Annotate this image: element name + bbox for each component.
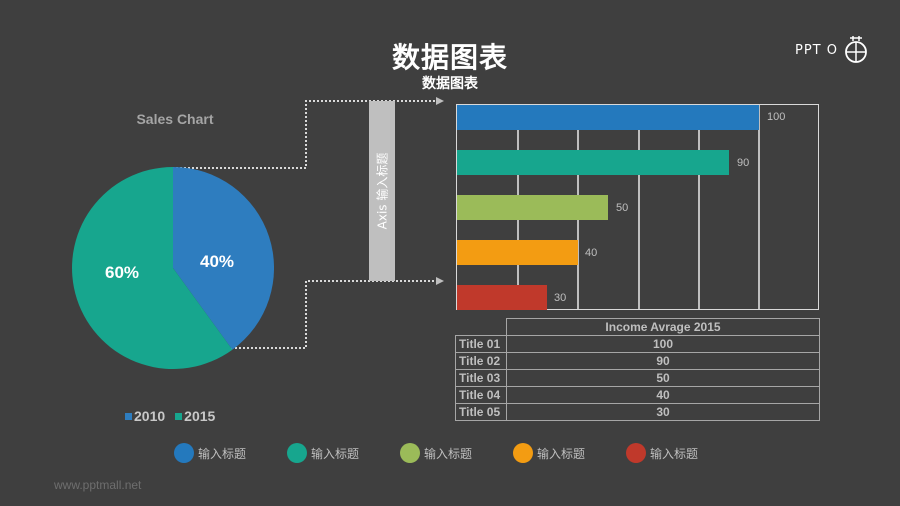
table-row-title: Title 02	[455, 352, 507, 370]
pie-legend: 2010 2015	[125, 408, 215, 424]
axis-title-box: Axis 输入标题	[369, 101, 395, 281]
axis-title: Axis 输入标题	[375, 152, 390, 230]
logo-icon	[845, 36, 867, 63]
circle-icon	[174, 443, 194, 463]
bar-title-01[interactable]	[457, 105, 759, 130]
table-row: Title 02 90	[455, 352, 820, 370]
legend-label-2010: 2010	[134, 408, 166, 424]
bottom-legend-label: 输入标题	[198, 446, 247, 461]
bar-title-05[interactable]	[457, 285, 547, 310]
bottom-legend-item-2[interactable]: 输入标题	[287, 443, 400, 463]
legend-item-2015[interactable]: 2015	[175, 408, 215, 424]
page-title: 数据图表	[391, 41, 508, 74]
bar-title-03[interactable]	[457, 195, 608, 220]
table-row-title: Title 04	[455, 386, 507, 404]
table-row: Title 01 100	[455, 335, 820, 353]
bottom-legend-item-4[interactable]: 输入标题	[513, 443, 626, 463]
bar-value-05: 30	[554, 292, 567, 304]
pie-chart-title: Sales Chart	[136, 111, 214, 127]
circle-icon	[400, 443, 420, 463]
gridline	[758, 105, 760, 309]
gridline	[698, 105, 700, 309]
bottom-legend-item-3[interactable]: 输入标题	[400, 443, 513, 463]
logo: PPT O	[795, 36, 868, 64]
bar-title-04[interactable]	[457, 240, 578, 265]
legend-swatch-2010	[125, 412, 132, 420]
table-row: Title 05 30	[455, 403, 820, 421]
table-row-value: 100	[506, 335, 820, 353]
logo-text: PPT O	[795, 42, 838, 58]
bar-title-02[interactable]	[457, 150, 729, 175]
table-row-title: Title 01	[455, 335, 507, 353]
pie-chart	[72, 167, 274, 369]
bar-chart: 100 90 50 40 30	[456, 104, 819, 310]
legend-swatch-2015	[175, 412, 183, 420]
gridline	[638, 105, 640, 309]
pie-label-2010: 40%	[200, 252, 235, 271]
circle-icon	[287, 443, 307, 463]
circle-icon	[513, 443, 533, 463]
circle-icon	[626, 443, 646, 463]
bottom-legend-item-5[interactable]: 输入标题	[626, 443, 739, 463]
pie-slice-2010[interactable]	[173, 167, 274, 350]
bottom-legend-label: 输入标题	[650, 446, 699, 461]
table-row: Title 03 50	[455, 369, 820, 387]
table-row-value: 90	[506, 352, 820, 370]
legend-item-2010[interactable]: 2010	[125, 408, 165, 424]
table-row-value: 40	[506, 386, 820, 404]
bar-value-04: 40	[585, 247, 598, 259]
table-header-row: Income Avrage 2015	[456, 318, 820, 336]
pie-slice-2015[interactable]	[72, 167, 233, 369]
bottom-legend: 输入标题 输入标题 输入标题 输入标题 输入标题	[174, 443, 739, 463]
bar-value-03: 50	[616, 202, 629, 214]
bar-value-02: 90	[737, 157, 750, 169]
pie-label-2015: 60%	[105, 263, 140, 282]
table-header: Income Avrage 2015	[506, 318, 820, 336]
page-subtitle: 数据图表	[422, 76, 478, 92]
table-row-value: 30	[506, 403, 820, 421]
bottom-legend-label: 输入标题	[537, 446, 586, 461]
table-row-title: Title 05	[455, 403, 507, 421]
bottom-legend-item-1[interactable]: 输入标题	[174, 443, 287, 463]
legend-label-2015: 2015	[184, 408, 216, 424]
table-row-title: Title 03	[455, 369, 507, 387]
bottom-legend-label: 输入标题	[311, 446, 360, 461]
bar-value-01: 100	[767, 111, 786, 123]
table-row: Title 04 40	[455, 386, 820, 404]
bottom-legend-label: 输入标题	[424, 446, 473, 461]
table-row-value: 50	[506, 369, 820, 387]
table-corner	[456, 319, 507, 336]
footer-url: www.pptmall.net	[54, 478, 142, 492]
data-table: Income Avrage 2015 Title 01 100 Title 02…	[455, 318, 820, 421]
